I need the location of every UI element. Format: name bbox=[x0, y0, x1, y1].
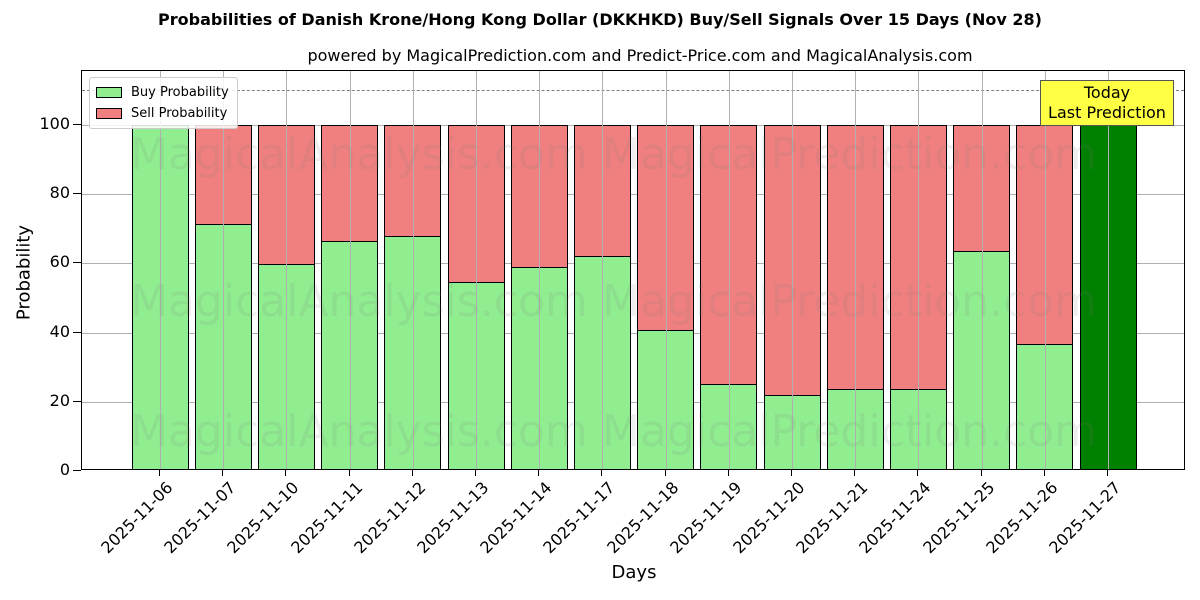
legend: Buy Probability Sell Probability bbox=[89, 77, 238, 129]
sell-swatch-icon bbox=[96, 108, 122, 119]
x-tick bbox=[854, 470, 856, 476]
y-tick bbox=[73, 124, 81, 125]
x-tick bbox=[475, 470, 476, 476]
x-tick bbox=[159, 470, 160, 476]
y-tick bbox=[73, 262, 81, 264]
legend-sell-label: Sell Probability bbox=[131, 106, 228, 121]
x-tick bbox=[601, 470, 603, 476]
gridline-vertical bbox=[1044, 71, 1046, 469]
x-tick bbox=[980, 470, 982, 476]
gridline-vertical bbox=[160, 71, 161, 469]
gridline-horizontal bbox=[82, 263, 1184, 265]
buy-swatch-icon bbox=[96, 87, 122, 98]
y-tick bbox=[73, 470, 81, 471]
x-tick bbox=[285, 470, 287, 476]
x-tick bbox=[917, 470, 919, 476]
gridline-horizontal bbox=[82, 125, 1184, 126]
gridline-vertical bbox=[476, 71, 477, 469]
y-tick-label: 60 bbox=[49, 252, 70, 272]
today-annotation: Today Last Prediction bbox=[1040, 80, 1174, 126]
reference-line bbox=[82, 90, 1184, 92]
gridline-vertical bbox=[223, 71, 225, 469]
legend-buy-label: Buy Probability bbox=[131, 85, 229, 100]
gridline-horizontal bbox=[82, 401, 1184, 403]
y-tick bbox=[73, 331, 81, 333]
gridline-vertical bbox=[792, 71, 793, 469]
gridline-vertical bbox=[602, 71, 604, 469]
x-tick bbox=[1107, 470, 1108, 476]
x-tick bbox=[727, 470, 729, 476]
x-tick bbox=[1043, 470, 1045, 476]
legend-item-sell: Sell Probability bbox=[96, 103, 229, 124]
y-tick-label: 0 bbox=[59, 460, 70, 479]
y-tick-label: 80 bbox=[49, 183, 70, 203]
gridline-vertical bbox=[918, 71, 920, 469]
x-tick bbox=[411, 470, 413, 476]
x-tick bbox=[222, 470, 224, 476]
x-tick bbox=[664, 470, 666, 476]
y-axis-title: Probability bbox=[13, 224, 35, 321]
legend-item-buy: Buy Probability bbox=[96, 82, 229, 103]
plot-area: Buy Probability Sell Probability Today L… bbox=[81, 70, 1185, 470]
gridline-vertical bbox=[665, 71, 667, 469]
annotation-line-2: Last Prediction bbox=[1048, 103, 1166, 122]
y-tick bbox=[73, 400, 81, 402]
chart-title: Probabilities of Danish Krone/Hong Kong … bbox=[158, 10, 1042, 29]
x-tick bbox=[348, 470, 350, 476]
gridline-vertical bbox=[855, 71, 857, 469]
y-tick-label: 40 bbox=[49, 321, 70, 341]
x-axis-title: Days bbox=[611, 562, 657, 583]
gridline-vertical bbox=[349, 71, 351, 469]
chart-subtitle: powered by MagicalPrediction.com and Pre… bbox=[307, 46, 973, 65]
x-tick bbox=[538, 470, 540, 476]
annotation-line-1: Today bbox=[1083, 83, 1131, 102]
gridline-vertical bbox=[286, 71, 288, 469]
gridline-vertical bbox=[728, 71, 730, 469]
gridline-vertical bbox=[539, 71, 541, 469]
gridline-vertical bbox=[412, 71, 414, 469]
y-tick bbox=[73, 193, 81, 195]
gridline-vertical bbox=[1108, 71, 1109, 469]
gridline-vertical bbox=[981, 71, 983, 469]
x-tick bbox=[791, 470, 792, 476]
y-tick-label: 100 bbox=[39, 114, 70, 133]
gridline-horizontal bbox=[82, 332, 1184, 334]
gridline-horizontal bbox=[82, 194, 1184, 196]
y-tick-label: 20 bbox=[49, 390, 70, 410]
